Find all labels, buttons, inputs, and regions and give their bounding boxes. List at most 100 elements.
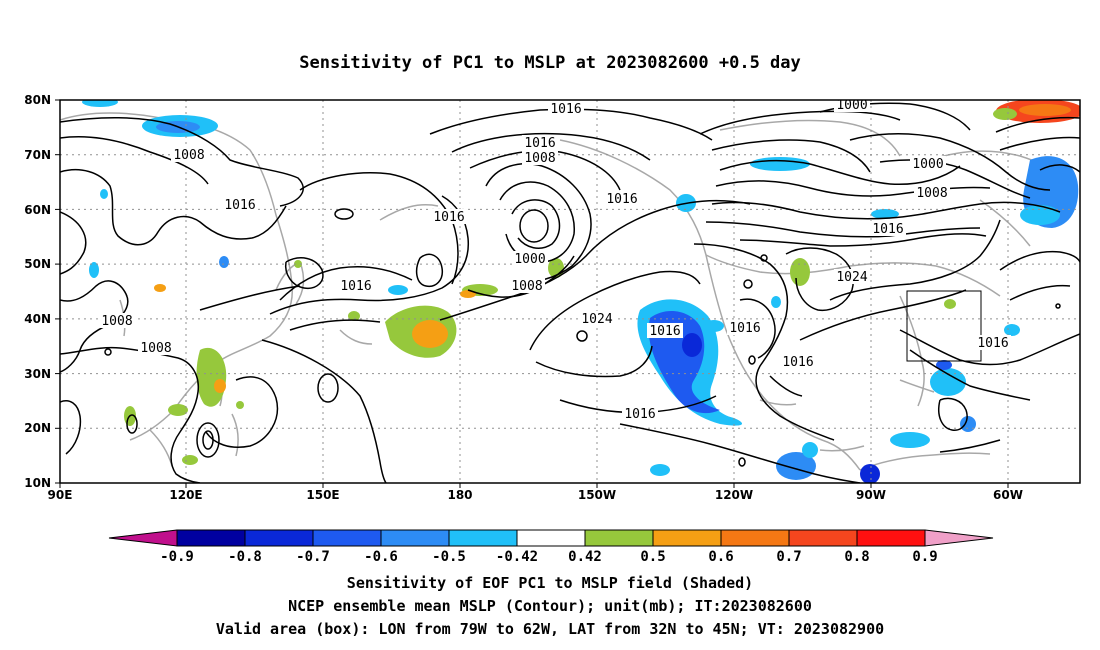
colorbar-segment	[856, 529, 926, 547]
shade-pacific-orange	[412, 320, 448, 348]
shade-gulf-2	[860, 464, 880, 483]
lat-axis: 80N 70N 60N 50N 40N 30N 20N 10N	[24, 93, 51, 490]
colorbar-tick-label: 0.8	[844, 549, 869, 565]
contour-label: 1016	[606, 192, 637, 207]
shade-wpac-green-4	[182, 455, 198, 465]
shade-asia-green	[294, 260, 302, 268]
lon-tick-label: 180	[447, 488, 472, 502]
shade-us-blue	[771, 296, 781, 308]
colorbar-tick-label: 0.5	[640, 549, 665, 565]
shade-np-2	[388, 285, 408, 295]
contour-label-bg	[338, 278, 374, 293]
contour-label-bg	[910, 156, 946, 171]
shade-gulf-5	[802, 442, 818, 458]
shade-us-green	[790, 258, 810, 286]
contour-label: 1000	[912, 157, 943, 172]
caption-line-3: Valid area (box): LON from 79W to 62W, L…	[216, 620, 884, 638]
colorbar-tick-label: 0.7	[776, 549, 801, 565]
shade-wpac-green-5	[236, 401, 244, 409]
contour-label-bg	[509, 278, 545, 293]
contour-label-bg	[431, 209, 467, 224]
shade-canada-3	[871, 209, 899, 219]
contour-label-bg	[647, 323, 683, 338]
contour-label-bg	[834, 100, 870, 112]
colorbar-segment	[584, 529, 654, 547]
lat-tick-label: 60N	[24, 203, 51, 217]
colorbar-tick-label: 0.6	[708, 549, 733, 565]
colorbar-segment	[652, 529, 722, 547]
contour-label-bg	[780, 354, 816, 369]
colorbar-segment	[516, 529, 586, 547]
contour-labels: 1016 100010081016100810161000100810161016…	[99, 100, 1011, 422]
lat-tick-label: 40N	[24, 312, 51, 326]
shade-gulf-4	[650, 464, 670, 476]
shade-gulf-3	[890, 432, 930, 448]
contour-label: 1016	[977, 336, 1008, 351]
shade-canada-1	[750, 157, 810, 171]
lat-tick-label: 10N	[24, 476, 51, 490]
contour-label: 1016	[340, 279, 371, 294]
shade-baja-deep	[682, 333, 702, 357]
colorbar-segment	[380, 529, 450, 547]
contour-label: 1008	[524, 151, 555, 166]
colorbar-tick-label: -0.7	[296, 549, 330, 565]
contour-label-bg	[99, 313, 135, 328]
contour-label-bg	[975, 335, 1011, 350]
lon-tick-label: 120E	[169, 488, 202, 502]
shade-arctic-east-core	[1019, 104, 1071, 116]
shade-wpac-green-2	[168, 404, 188, 416]
contour-label: 1016	[872, 222, 903, 237]
contour-label-bg	[870, 221, 906, 236]
contour-label-bg	[171, 147, 207, 162]
shade-wpac-orange	[214, 379, 226, 393]
map-frame	[59, 99, 1081, 484]
shade-gulf-1	[776, 452, 816, 480]
shade-atlantic-1	[930, 368, 966, 396]
contour-label-bg	[604, 191, 640, 206]
contour-label-bg	[522, 135, 558, 150]
lon-tick-label: 60W	[993, 488, 1023, 502]
colorbar-segment	[312, 529, 382, 547]
contour-label: 1016	[524, 136, 555, 151]
lat-tick-label: 20N	[24, 421, 51, 435]
caption: Sensitivity of EOF PC1 to MSLP field (Sh…	[216, 574, 884, 638]
map-title: Sensitivity of PC1 to MSLP at 2023082600…	[299, 53, 801, 73]
colorbar: -0.9 -0.8 -0.7 -0.6 -0.5 -0.42 0.42 0.5 0.6 0.7 0.…	[108, 529, 994, 565]
contour-label-bg	[834, 269, 870, 284]
contour-label: 1016	[624, 407, 655, 422]
lat-tick-label: 50N	[24, 257, 51, 271]
lon-tick-label: 120W	[715, 488, 753, 502]
contour-label-bg	[914, 185, 950, 200]
shade-arctic-east-edge	[993, 108, 1017, 120]
colorbar-segment	[244, 529, 314, 547]
colorbar-segment	[720, 529, 790, 547]
contour-label-bg	[138, 340, 174, 355]
shade-arctic-nw	[82, 100, 118, 107]
shade-np-1	[348, 311, 360, 321]
colorbar-segment	[788, 529, 858, 547]
shade-greenland-edge	[1020, 205, 1060, 225]
contour-label: 1016	[649, 324, 680, 339]
caption-line-1: Sensitivity of EOF PC1 to MSLP field (Sh…	[347, 574, 753, 592]
contour-label: 1008	[916, 186, 947, 201]
lat-tick-label: 30N	[24, 367, 51, 381]
caption-line-2: NCEP ensemble mean MSLP (Contour); unit(…	[288, 597, 812, 615]
lon-tick-label: 150W	[578, 488, 616, 502]
colorbar-low-triangle	[108, 529, 178, 547]
contour-label-bg	[222, 197, 258, 212]
contour-label: 1008	[511, 279, 542, 294]
valid-area-box	[906, 290, 982, 362]
lat-tick-label: 80N	[24, 93, 51, 107]
contour-label: 1008	[140, 341, 171, 356]
shade-asia-blue	[89, 262, 99, 278]
contour-label-bg	[522, 150, 558, 165]
shade-atlantic-3	[1004, 324, 1020, 336]
contour-label: 1008	[173, 148, 204, 163]
contour-label: 1016	[729, 321, 760, 336]
colorbar-tick-label: -0.42	[496, 549, 538, 565]
shade-mexico-1	[704, 320, 724, 332]
colorbar-tick-label: -0.8	[228, 549, 262, 565]
lat-tick-label: 70N	[24, 148, 51, 162]
contour-label: 1000	[514, 252, 545, 267]
shade-atlantic-2	[960, 416, 976, 432]
